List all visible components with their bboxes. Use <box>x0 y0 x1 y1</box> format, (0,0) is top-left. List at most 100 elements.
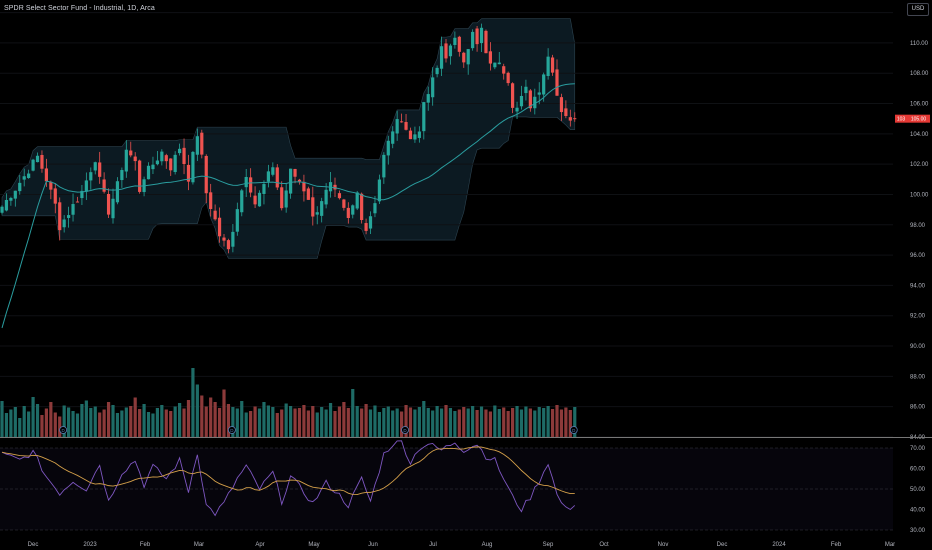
volume-bar <box>328 403 333 437</box>
candle <box>293 168 297 184</box>
volume-bar <box>49 402 53 437</box>
candle <box>342 198 346 211</box>
volume-bar <box>160 405 164 437</box>
volume-bar <box>435 406 439 437</box>
candle <box>62 215 66 233</box>
candle <box>133 152 137 171</box>
candle <box>231 224 235 253</box>
candle <box>488 42 492 71</box>
volume-bar <box>564 407 568 437</box>
time-tick-label: Mar <box>194 542 204 548</box>
volume-bar <box>253 406 257 437</box>
volume-bar <box>226 404 231 437</box>
volume-bar <box>84 400 88 437</box>
candle <box>528 89 532 112</box>
price-tick-label: 86.00 <box>910 405 926 411</box>
volume-bar <box>151 413 155 437</box>
volume-bar <box>426 408 430 437</box>
volume-bar <box>320 407 324 437</box>
volume-bar <box>528 408 532 437</box>
volume-bar <box>191 368 195 437</box>
volume-bar <box>200 395 204 437</box>
time-tick-label: 2023 <box>83 542 97 548</box>
svg-text:D: D <box>403 428 407 433</box>
volume-bar <box>377 412 381 437</box>
dividend-event-marker: D <box>227 426 236 434</box>
volume-bar <box>98 412 102 437</box>
volume-bar <box>364 404 368 437</box>
dividend-event-marker: D <box>401 426 409 434</box>
candle <box>479 23 484 53</box>
volume-bar <box>413 409 417 437</box>
rsi-tick-label: 40.00 <box>910 508 926 514</box>
candle <box>533 88 537 115</box>
candle <box>93 161 97 175</box>
volume-bar <box>155 408 159 437</box>
candle <box>564 100 568 119</box>
candle <box>173 151 177 175</box>
volume-bar <box>89 408 93 437</box>
candle <box>102 172 106 194</box>
volume-bar <box>422 401 426 437</box>
candle <box>111 188 115 224</box>
chart-title: SPDR Select Sector Fund - Industrial, 1D… <box>4 5 155 12</box>
price-tick-label: 92.00 <box>910 314 926 320</box>
candle <box>382 152 386 184</box>
svg-text:D: D <box>230 428 234 433</box>
price-tick-label: 108.00 <box>910 71 929 77</box>
volume-bar <box>231 407 235 437</box>
volume-bar <box>106 402 111 437</box>
candle <box>546 48 550 80</box>
volume-bar <box>195 384 199 437</box>
price-axis: 112.00110.00108.00106.00104.00102.00100.… <box>910 11 929 441</box>
price-tick-label: 100.00 <box>910 192 929 198</box>
volume-bar <box>448 408 453 437</box>
svg-text:D: D <box>62 428 66 433</box>
price-tick-label: 88.00 <box>910 374 926 380</box>
candle <box>377 174 381 204</box>
candle <box>49 180 53 200</box>
price-badges: 103 105.00 <box>895 114 930 123</box>
volume-bar <box>271 407 275 437</box>
volume-bar <box>40 415 44 437</box>
candle <box>542 72 546 102</box>
volume-bar <box>102 409 106 437</box>
price-badge-left <box>895 114 907 123</box>
volume-bar <box>395 408 399 437</box>
candle <box>391 126 395 149</box>
volume-bar <box>9 409 13 437</box>
price-tick-label: 96.00 <box>910 253 926 259</box>
candle <box>280 181 284 211</box>
volume-bar <box>360 408 364 437</box>
candle <box>404 113 408 131</box>
rsi-tick-label: 70.00 <box>910 446 926 452</box>
candle <box>178 143 182 156</box>
volume-bar <box>404 405 408 437</box>
candle <box>568 109 572 127</box>
volume-bar <box>324 409 328 437</box>
volume-bar <box>133 397 137 437</box>
volume-bar <box>27 411 31 437</box>
candle <box>204 154 208 203</box>
volume-bar <box>559 409 564 437</box>
volume-bar <box>337 406 342 437</box>
volume-bar <box>306 410 310 437</box>
candle <box>115 177 120 205</box>
volume-bar <box>302 405 306 437</box>
volume-bar <box>368 409 373 437</box>
volume-bar <box>408 407 413 437</box>
time-tick-label: 2024 <box>772 542 786 548</box>
candle <box>217 207 222 243</box>
candle <box>439 36 444 77</box>
price-tick-label: 104.00 <box>910 132 929 138</box>
candle <box>484 29 488 54</box>
time-tick-label: Feb <box>831 542 842 548</box>
volume-bar <box>129 406 133 437</box>
dividend-event-marker: D <box>569 426 578 434</box>
candle <box>550 54 555 76</box>
volume-bar <box>213 402 217 437</box>
currency-button[interactable]: USD <box>907 3 929 16</box>
candle <box>559 93 564 121</box>
volume-bar <box>488 411 492 437</box>
